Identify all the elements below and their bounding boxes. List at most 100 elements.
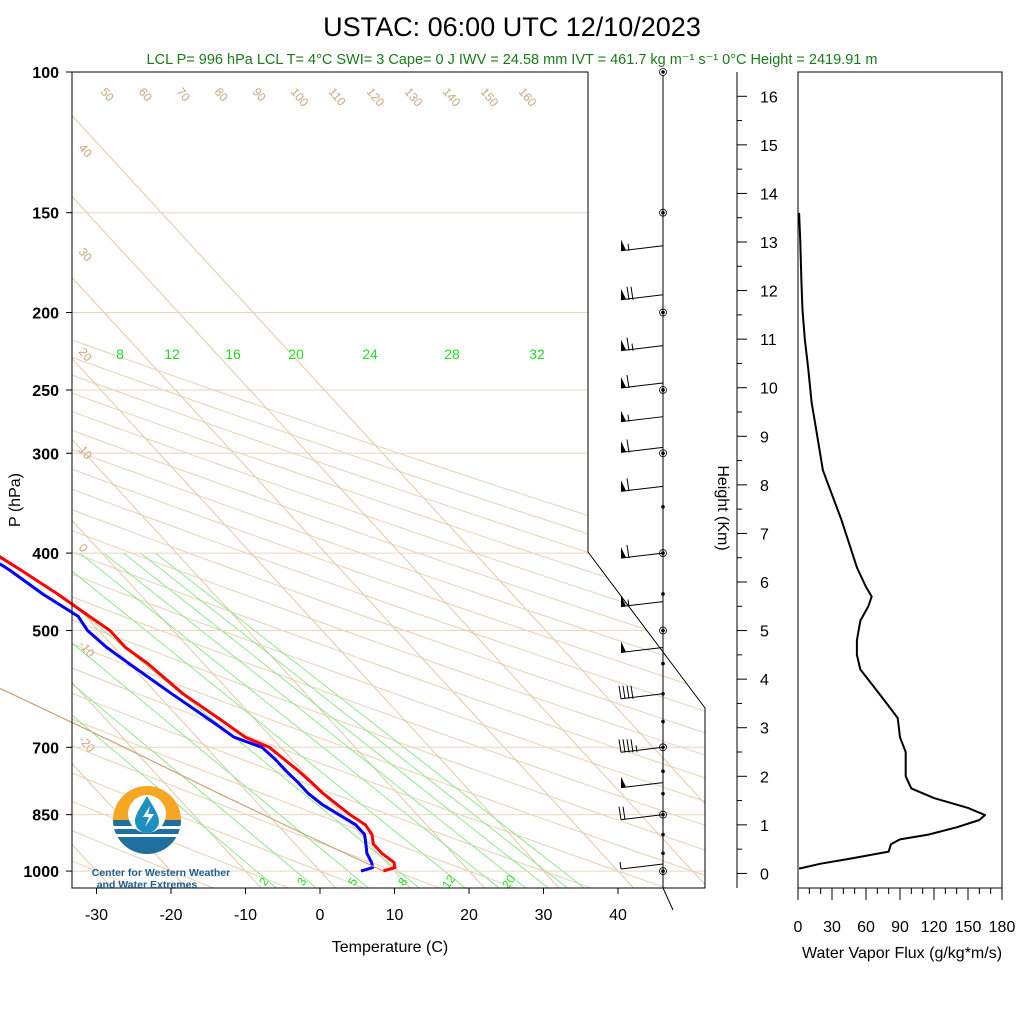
isotherm: [72, 762, 187, 888]
wind-barb: [620, 545, 664, 559]
sounding-level-circle: [659, 208, 667, 217]
dry-adiabat-label: 130: [402, 85, 426, 110]
dry-adiabat: [72, 692, 591, 888]
mixing-ratio-line: [79, 552, 500, 888]
wind-barb-full: [622, 685, 626, 699]
isotherm: [72, 519, 411, 888]
mixing-ratio-label: 28: [444, 346, 460, 362]
barb-staff-tail: [662, 887, 674, 911]
flux-x-tick-label: 120: [921, 919, 948, 936]
y-tick-label: 150: [32, 206, 59, 223]
sounding-curves: [0, 555, 397, 873]
sounding-level-circle: [659, 68, 667, 76]
dry-adiabat-label: -10: [76, 638, 98, 661]
height-tick-label: 15: [760, 138, 778, 155]
flux-x-axis-label: Water Vapor Flux (g/kg*m/s): [802, 945, 1002, 962]
height-tick-label: 11: [760, 332, 777, 349]
sounding-level-dot: [661, 832, 665, 837]
height-tick-label: 7: [760, 526, 769, 543]
dry-adiabat-label: 90: [250, 85, 270, 104]
wind-barb-shaft: [620, 446, 664, 453]
wind-barb: [618, 685, 664, 700]
dry-adiabat: [72, 488, 705, 712]
sounding-level-dot: [661, 628, 665, 633]
x-tick-label: 0: [316, 907, 325, 924]
sounding-level-dot: [661, 592, 665, 596]
flux-x-tick-label: 60: [857, 919, 875, 936]
plot-frame: [71, 71, 706, 889]
wind-barb: [620, 641, 664, 653]
dry-adiabat: [72, 429, 705, 650]
dry-adiabat-label: 140: [440, 85, 464, 110]
dry-adiabat: [72, 392, 705, 610]
sounding-level-dot: [661, 210, 665, 215]
logo-text-line1: Center for Western Weather: [92, 867, 230, 879]
wind-barb-half: [627, 243, 630, 251]
isotherm: [72, 438, 485, 888]
wind-barb-pennant: [621, 239, 626, 251]
height-tick-label: 1: [760, 818, 769, 835]
wind-barb-pennant: [621, 547, 626, 559]
x-tick-label: 40: [609, 907, 627, 924]
y-axis-label: P (hPa): [7, 473, 24, 527]
mixing-ratio-line: [72, 683, 317, 888]
dry-adiabat: [72, 573, 705, 802]
temperature-axis: -30 -20 -10 0 10 20 30 40: [85, 888, 627, 924]
dry-adiabat-label: 30: [76, 245, 96, 264]
wind-barb-full: [626, 374, 630, 389]
x-axis-label: Temperature (C): [332, 939, 448, 956]
height-tick-label: 2: [760, 769, 769, 786]
mixing-ratio-line: [103, 552, 527, 888]
wind-barb: [620, 374, 664, 389]
dry-adiabat-label: 60: [136, 85, 156, 104]
mixing-ratio-label: 20: [288, 346, 304, 362]
flux-frame-rect: [797, 71, 1003, 889]
wind-barb-pennant: [621, 339, 626, 351]
sounding-level-circle: [659, 867, 667, 875]
height-tick-label: 4: [760, 672, 769, 689]
flux-x-tick-label: 90: [891, 919, 909, 936]
series-temperature: [0, 555, 397, 873]
series-dew-point: [0, 562, 375, 873]
wind-barb: [620, 410, 664, 423]
wind-barb: [620, 337, 664, 352]
wind-barb-shaft: [620, 245, 664, 252]
wind-barb-half: [619, 861, 622, 870]
wind-barb-full: [618, 739, 622, 753]
dry-adiabat: [72, 596, 705, 826]
wind-barb-full: [622, 806, 626, 820]
sounding-level-circle: [659, 308, 667, 317]
sounding-level-circle: [659, 626, 667, 635]
y-tick-label: 300: [32, 446, 59, 463]
wind-barb-shaft: [620, 552, 664, 559]
sounding-level-dot: [661, 791, 665, 796]
wind-barb-full: [630, 286, 634, 300]
flux-x-tick-label: 30: [823, 919, 841, 936]
wind-barb-half: [631, 343, 634, 351]
isotherm: [72, 681, 262, 888]
sounding-level-dot: [661, 851, 665, 856]
isotherm: [72, 195, 705, 886]
wind-barb-half: [627, 599, 630, 607]
height-tick-label: 10: [760, 381, 778, 398]
dry-adiabat: [72, 449, 705, 670]
x-tick-label: -10: [234, 907, 257, 924]
wind-barb: [618, 739, 664, 753]
mixing-ratio-lines: [72, 552, 585, 888]
wind-barb-pennant: [621, 641, 626, 653]
dry-adiabat: [72, 339, 705, 554]
dry-adiabat-label: -20: [76, 733, 98, 756]
dry-adiabat-label: 100: [288, 85, 312, 110]
wind-barb-shaft: [620, 485, 664, 492]
wind-barb-pennant: [621, 480, 626, 492]
sounding-level-dot: [661, 504, 665, 509]
dry-adiabat: [72, 551, 705, 779]
wind-barb-pennant: [621, 441, 626, 453]
mixing-ratio-line: [155, 552, 585, 888]
x-tick-label: 30: [535, 907, 553, 924]
wind-barb-shaft: [620, 294, 664, 301]
y-tick-label: 250: [32, 383, 59, 400]
wind-barb-full: [626, 478, 630, 492]
